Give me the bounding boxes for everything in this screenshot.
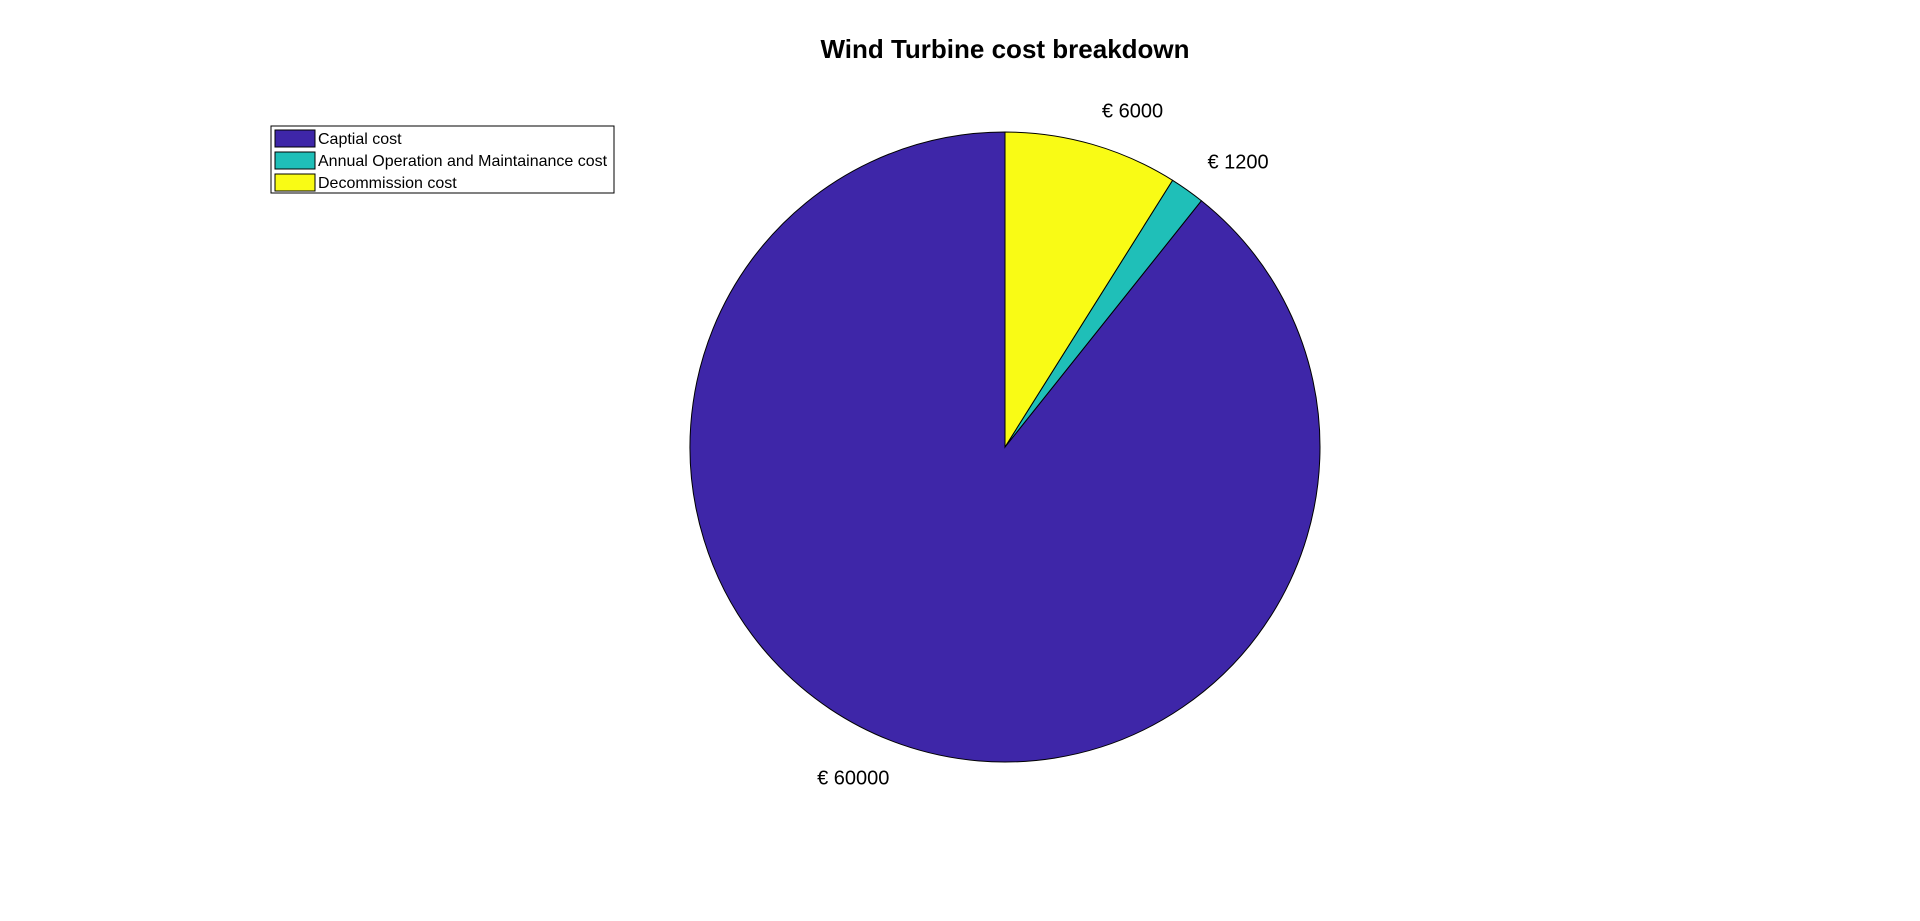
legend-label-2: Annual Operation and Maintainance cost [318,153,608,170]
slice-label-3: € 6000 [1102,101,1163,123]
slice-label-2: € 1200 [1208,152,1269,174]
legend-swatch-1 [274,129,316,148]
slice-label-1: € 60000 [817,767,889,789]
pie-slice-3 [1004,131,1174,449]
legend-label-3: Decommission cost [318,175,457,192]
legend-box [270,125,615,194]
pie-slices [689,131,1321,763]
slice-labels: € 60000 € 1200 € 6000 [817,101,1269,790]
legend-label-1: Captial cost [318,131,402,148]
legend: Captial cost Annual Operation and Maintai… [270,125,615,194]
legend-swatch-2 [274,151,316,170]
legend-swatch-3 [274,173,316,192]
chart-title: Wind Turbine cost breakdown [820,34,1189,64]
